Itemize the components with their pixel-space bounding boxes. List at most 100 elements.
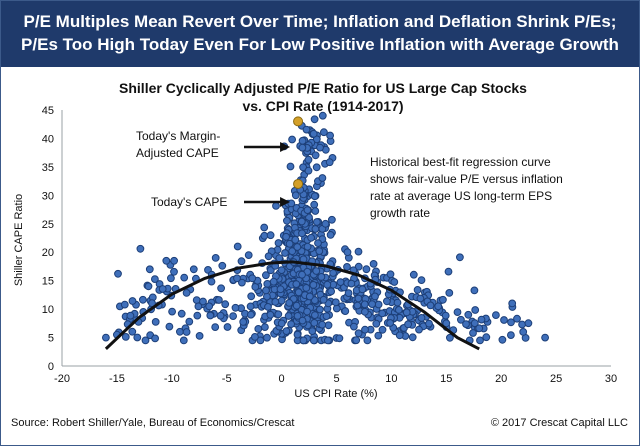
- data-point: [302, 125, 311, 134]
- y-tick-labels: 0 5 10 15 20 25 30 35 40 45: [42, 105, 54, 373]
- data-point: [231, 303, 240, 312]
- regression-curve: [104, 260, 480, 351]
- data-point: [386, 270, 395, 279]
- y-tick-label: 40: [42, 133, 54, 145]
- data-point: [128, 297, 137, 305]
- data-point: [482, 333, 491, 342]
- data-point: [298, 136, 307, 145]
- data-point: [170, 267, 178, 276]
- data-point: [317, 273, 326, 281]
- x-tick-label: -20: [54, 373, 70, 385]
- data-point: [282, 327, 291, 336]
- x-tick-labels: -20 -15 -10 -5 0 5 10 15 20 25 30: [54, 373, 617, 385]
- data-point: [133, 333, 142, 342]
- data-point: [315, 247, 324, 256]
- y-tick-label: 0: [48, 361, 54, 373]
- data-point: [335, 334, 344, 343]
- data-point: [507, 318, 515, 327]
- chart-title-line-2: vs. CPI Rate (1914-2017): [242, 98, 403, 114]
- data-point: [180, 273, 189, 282]
- data-point: [325, 158, 334, 167]
- highlight-points: [293, 116, 304, 189]
- data-point: [311, 225, 320, 233]
- data-point: [416, 294, 425, 303]
- data-point: [322, 312, 331, 321]
- data-point: [264, 252, 273, 261]
- data-point: [206, 311, 215, 320]
- data-point: [310, 115, 319, 124]
- data-point: [415, 325, 423, 334]
- data-point: [361, 307, 369, 316]
- data-point: [144, 282, 153, 291]
- data-point: [299, 336, 308, 345]
- data-point: [177, 309, 186, 318]
- x-tick-label: 25: [550, 373, 562, 385]
- data-point: [221, 300, 230, 309]
- arrow-margin-adjusted: [244, 142, 291, 152]
- data-point: [368, 300, 377, 309]
- data-point: [393, 298, 402, 307]
- data-point: [254, 325, 263, 333]
- data-point: [297, 217, 306, 226]
- data-point: [304, 155, 313, 164]
- x-tick-label: 5: [333, 373, 339, 385]
- data-point: [192, 296, 201, 305]
- data-point: [353, 301, 362, 310]
- data-point: [303, 206, 312, 215]
- data-point: [354, 294, 363, 303]
- data-point: [541, 333, 549, 342]
- x-axis-label: US CPI Rate (%): [294, 388, 377, 400]
- y-tick-label: 10: [42, 304, 54, 316]
- data-point: [378, 325, 387, 334]
- y-tick-label: 45: [42, 105, 54, 117]
- data-point: [282, 232, 291, 241]
- y-tick-label: 25: [42, 219, 54, 231]
- data-points: [102, 111, 549, 345]
- data-point: [277, 266, 286, 275]
- data-point: [207, 277, 216, 286]
- data-point: [121, 333, 130, 341]
- data-point: [251, 333, 259, 341]
- data-point: [309, 336, 318, 345]
- data-point: [318, 174, 327, 182]
- y-tick-label: 20: [42, 247, 54, 259]
- data-point: [395, 331, 404, 340]
- data-point: [324, 321, 333, 330]
- label-margin-adjusted-2: Adjusted CAPE: [136, 146, 219, 160]
- data-point: [247, 292, 256, 301]
- data-point: [311, 207, 320, 215]
- data-point: [276, 285, 285, 294]
- data-point: [374, 331, 383, 340]
- data-point: [329, 269, 338, 277]
- y-tick-label: 15: [42, 276, 54, 288]
- data-point: [413, 286, 422, 294]
- data-point: [185, 317, 194, 326]
- data-point: [277, 319, 286, 328]
- data-point: [309, 129, 318, 138]
- x-tick-label: -10: [164, 373, 180, 385]
- x-tick-label: 0: [279, 373, 285, 385]
- data-point: [445, 289, 454, 297]
- data-point: [167, 274, 175, 283]
- y-tick-label: 5: [48, 333, 54, 345]
- x-tick-label: -5: [222, 373, 232, 385]
- data-point: [145, 265, 154, 274]
- data-point: [446, 333, 454, 342]
- data-point: [524, 319, 533, 328]
- data-point: [287, 320, 296, 329]
- data-point: [470, 319, 479, 328]
- data-point: [168, 307, 177, 316]
- data-point: [425, 319, 433, 328]
- data-point: [256, 336, 265, 345]
- data-point: [237, 257, 246, 266]
- data-point: [386, 319, 395, 327]
- data-point: [307, 233, 316, 242]
- highlight-margin-adjusted-cape: [293, 116, 304, 127]
- annotation-margin-adjusted: Today's Margin- Adjusted CAPE: [136, 129, 291, 160]
- arrow-head: [280, 142, 291, 152]
- data-point: [126, 311, 135, 320]
- data-point: [281, 249, 289, 257]
- data-point: [426, 301, 435, 310]
- data-point: [238, 278, 246, 287]
- data-point: [262, 286, 270, 295]
